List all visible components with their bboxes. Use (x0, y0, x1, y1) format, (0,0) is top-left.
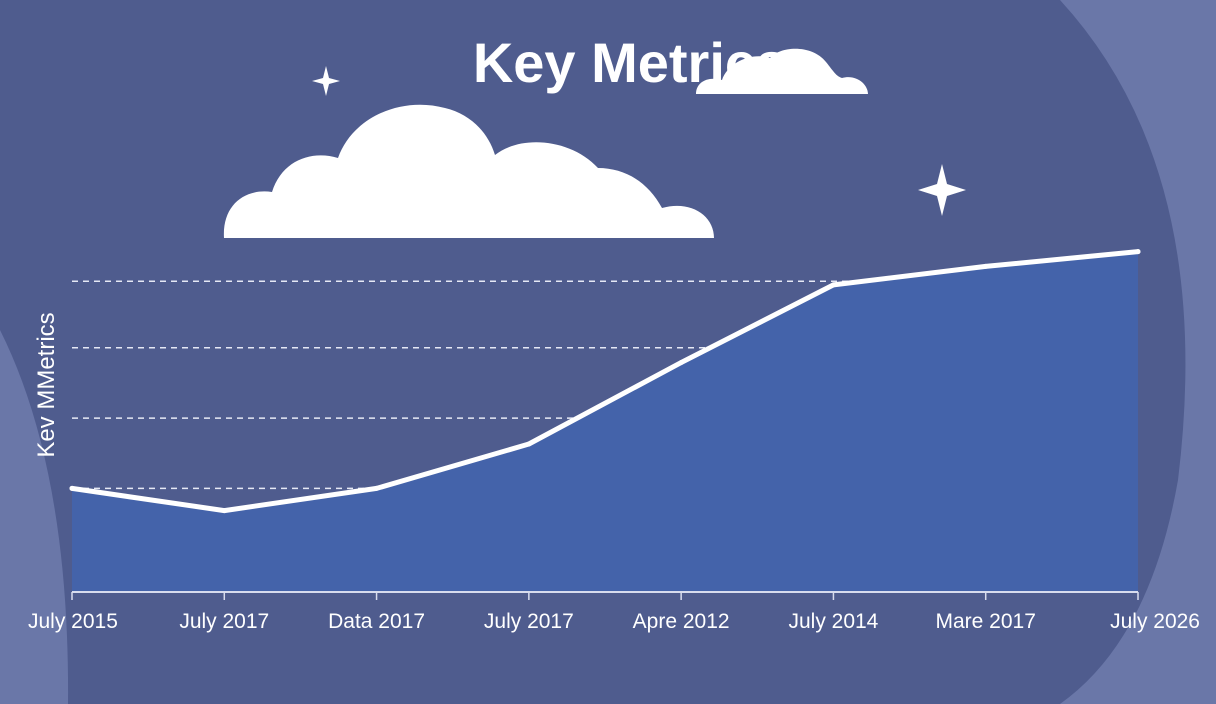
data-point (221, 508, 227, 514)
x-axis: July 2015 July 2017 Data 2017 July 2017 Apre… (28, 591, 1200, 633)
data-point (983, 263, 989, 269)
sparkle-icon (918, 164, 966, 216)
x-tick-label: July 2017 (179, 610, 269, 633)
series-area (72, 251, 1138, 592)
series-layer (69, 249, 1141, 592)
cloud-icon (696, 48, 868, 94)
left-side-shape (0, 330, 69, 704)
sparkle-icon (312, 66, 340, 96)
x-tick-label: Apre 2012 (633, 610, 730, 633)
x-tick-label: Mare 2017 (936, 610, 1036, 633)
data-point (69, 485, 75, 491)
y-axis-label: Kev MMetrics (33, 312, 60, 457)
x-tick-label: Data 2017 (328, 610, 425, 633)
data-point (678, 360, 684, 366)
x-tick-label: July 2026 (1110, 610, 1200, 633)
series-line (69, 249, 1141, 514)
data-point (374, 485, 380, 491)
data-point (526, 441, 532, 447)
right-side-shape (1060, 0, 1216, 704)
x-tick-label: July 2017 (484, 610, 574, 633)
x-tick-label: July 2015 (28, 610, 118, 633)
cloud-icon (223, 104, 715, 238)
chart-title: Key Metrics (473, 31, 787, 94)
data-point (1135, 249, 1141, 255)
x-tick-label: July 2014 (788, 610, 878, 633)
data-point (830, 282, 836, 288)
decorations (223, 48, 966, 238)
